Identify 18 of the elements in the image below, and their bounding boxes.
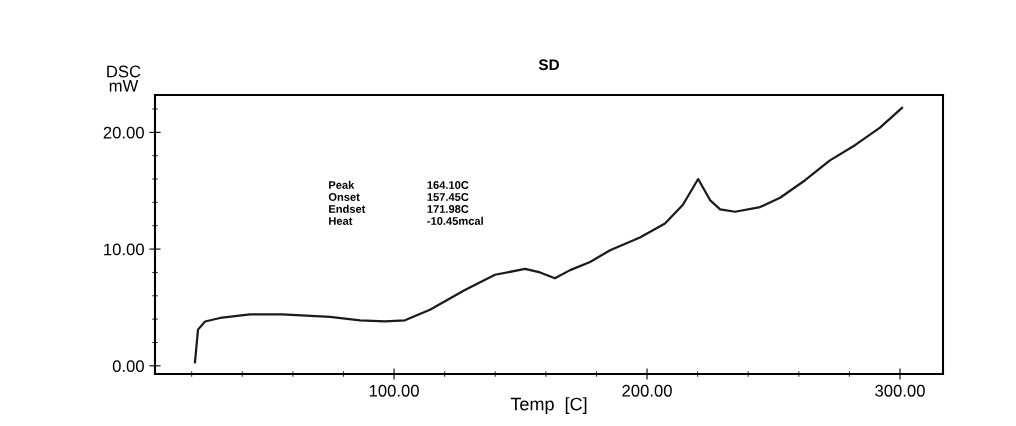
- annotation: Peak: [329, 180, 355, 189]
- y-axis-title: DSC mW: [107, 65, 141, 92]
- y-tick-label: 20.00: [103, 126, 144, 139]
- annotation: Endset: [329, 204, 366, 213]
- line-series: [193, 106, 904, 364]
- x-tick-label: 200.00: [622, 384, 672, 397]
- x-tick-label: 300.00: [875, 384, 925, 397]
- y-tick-label: 10.00: [104, 243, 144, 256]
- x-tick-label: 100.00: [369, 384, 419, 397]
- chart-title: SD: [538, 59, 559, 71]
- annotation: Heat: [329, 217, 353, 225]
- annotation: Onset: [328, 193, 360, 201]
- y-tick-label: 0.00: [112, 360, 144, 373]
- annotation: 171.98C: [427, 205, 469, 213]
- annotation: 164.10C: [427, 181, 469, 189]
- x-axis-title: Temp [C]: [510, 397, 587, 415]
- annotation: -10.45mcal: [427, 216, 483, 225]
- annotation: 157.45C: [427, 193, 469, 201]
